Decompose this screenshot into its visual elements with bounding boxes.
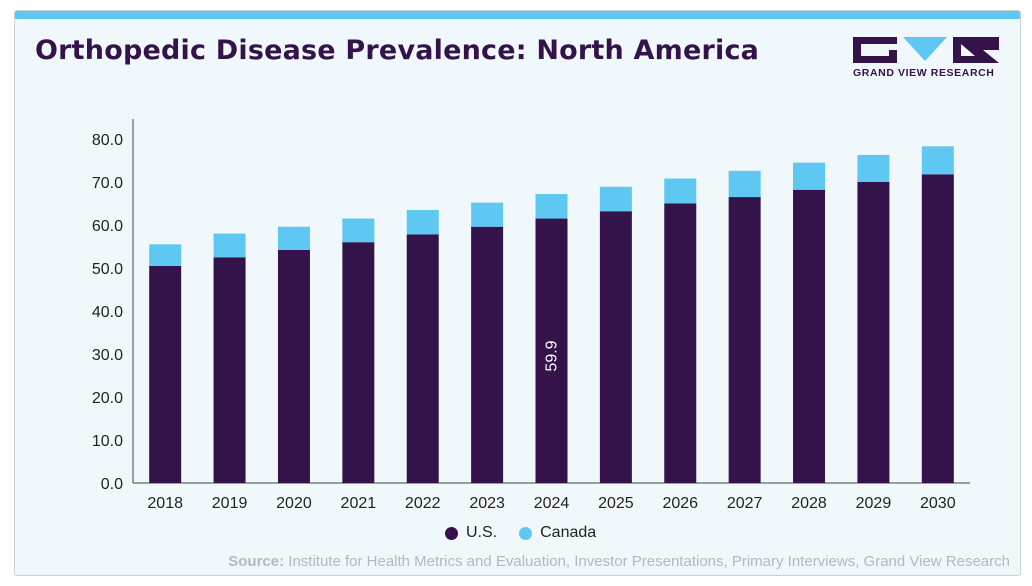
source-label: Source: bbox=[228, 553, 285, 570]
y-tick-label: 60.0 bbox=[92, 218, 123, 235]
x-tick-label: 2019 bbox=[212, 495, 248, 512]
logo-mark-icon bbox=[853, 37, 999, 63]
bar-us-2020 bbox=[277, 249, 310, 483]
bar-us-2021 bbox=[342, 242, 375, 483]
x-tick-label: 2021 bbox=[341, 495, 377, 512]
x-tick-label: 2026 bbox=[662, 495, 698, 512]
brand-name: GRAND VIEW RESEARCH bbox=[853, 67, 995, 79]
bar-canada-2021 bbox=[342, 218, 375, 243]
legend-label-us: U.S. bbox=[466, 524, 498, 541]
source-text: Institute for Health Metrics and Evaluat… bbox=[288, 553, 1010, 570]
source-note: Source: Institute for Health Metrics and… bbox=[228, 553, 1010, 570]
bar-canada-2028 bbox=[793, 162, 826, 190]
bar-canada-2022 bbox=[406, 209, 439, 235]
bar-us-2028 bbox=[793, 189, 826, 484]
x-tick-label: 2028 bbox=[791, 495, 827, 512]
bar-canada-2018 bbox=[149, 244, 182, 266]
bar-canada-2030 bbox=[921, 146, 954, 175]
data-label-2024: 59.9 bbox=[544, 340, 561, 371]
bar-us-2030 bbox=[921, 174, 954, 483]
x-tick-label: 2030 bbox=[920, 495, 956, 512]
legend-swatch-canada bbox=[519, 526, 533, 540]
bar-us-2024 bbox=[535, 218, 568, 484]
accent-bar bbox=[15, 11, 1020, 19]
chart-card: Orthopedic Disease Prevalence: North Ame… bbox=[14, 10, 1021, 576]
bar-canada-2019 bbox=[213, 233, 246, 258]
bar-us-2029 bbox=[857, 182, 890, 483]
bar-us-2026 bbox=[664, 203, 697, 483]
x-tick-label: 2024 bbox=[534, 495, 570, 512]
bar-canada-2024 bbox=[535, 194, 568, 219]
bar-us-2022 bbox=[406, 234, 439, 483]
x-axis: 2018 2019 2020 2021 2022 2023 2024 2025 2026 2027… bbox=[147, 495, 955, 512]
bar-canada-2023 bbox=[471, 202, 504, 227]
x-tick-label: 2023 bbox=[469, 495, 505, 512]
bar-canada-2020 bbox=[277, 226, 310, 250]
bar-canada-2026 bbox=[664, 178, 697, 204]
bar-canada-2027 bbox=[728, 170, 761, 198]
y-tick-label: 50.0 bbox=[92, 261, 123, 278]
annotation-group: 59.9 bbox=[544, 340, 561, 371]
legend-item-us: U.S. bbox=[445, 524, 497, 542]
bar-us-2019 bbox=[213, 257, 246, 483]
chart-title: Orthopedic Disease Prevalence: North Ame… bbox=[35, 35, 760, 66]
y-tick-label: 20.0 bbox=[92, 390, 123, 407]
brand-logo: GRAND VIEW RESEARCH bbox=[853, 37, 999, 81]
y-tick-label: 10.0 bbox=[92, 433, 123, 450]
legend: U.S. Canada bbox=[445, 523, 596, 543]
bar-canada-2025 bbox=[599, 186, 632, 212]
bars-group bbox=[149, 146, 954, 484]
y-tick-label: 40.0 bbox=[92, 304, 123, 321]
legend-item-canada: Canada bbox=[519, 524, 596, 542]
bar-us-2025 bbox=[599, 211, 632, 484]
x-tick-label: 2029 bbox=[856, 495, 892, 512]
bar-us-2027 bbox=[728, 197, 761, 484]
bar-us-2023 bbox=[471, 226, 504, 483]
stacked-bar-chart: 0.0 10.0 20.0 30.0 40.0 50.0 60.0 70.0 80.0 2018… bbox=[92, 119, 970, 512]
y-axis: 0.0 10.0 20.0 30.0 40.0 50.0 60.0 70.0 80.0 bbox=[92, 132, 123, 493]
y-tick-label: 70.0 bbox=[92, 175, 123, 192]
x-tick-label: 2018 bbox=[147, 495, 183, 512]
legend-swatch-us bbox=[445, 526, 458, 540]
x-tick-label: 2022 bbox=[405, 495, 441, 512]
legend-label-canada: Canada bbox=[540, 524, 597, 541]
bar-us-2018 bbox=[149, 265, 182, 483]
x-tick-label: 2027 bbox=[727, 495, 763, 512]
x-tick-label: 2020 bbox=[276, 495, 312, 512]
y-tick-label: 0.0 bbox=[101, 476, 123, 493]
x-tick-label: 2025 bbox=[598, 495, 634, 512]
bar-canada-2029 bbox=[857, 154, 890, 182]
y-tick-label: 30.0 bbox=[92, 347, 123, 364]
y-tick-label: 80.0 bbox=[92, 132, 123, 149]
